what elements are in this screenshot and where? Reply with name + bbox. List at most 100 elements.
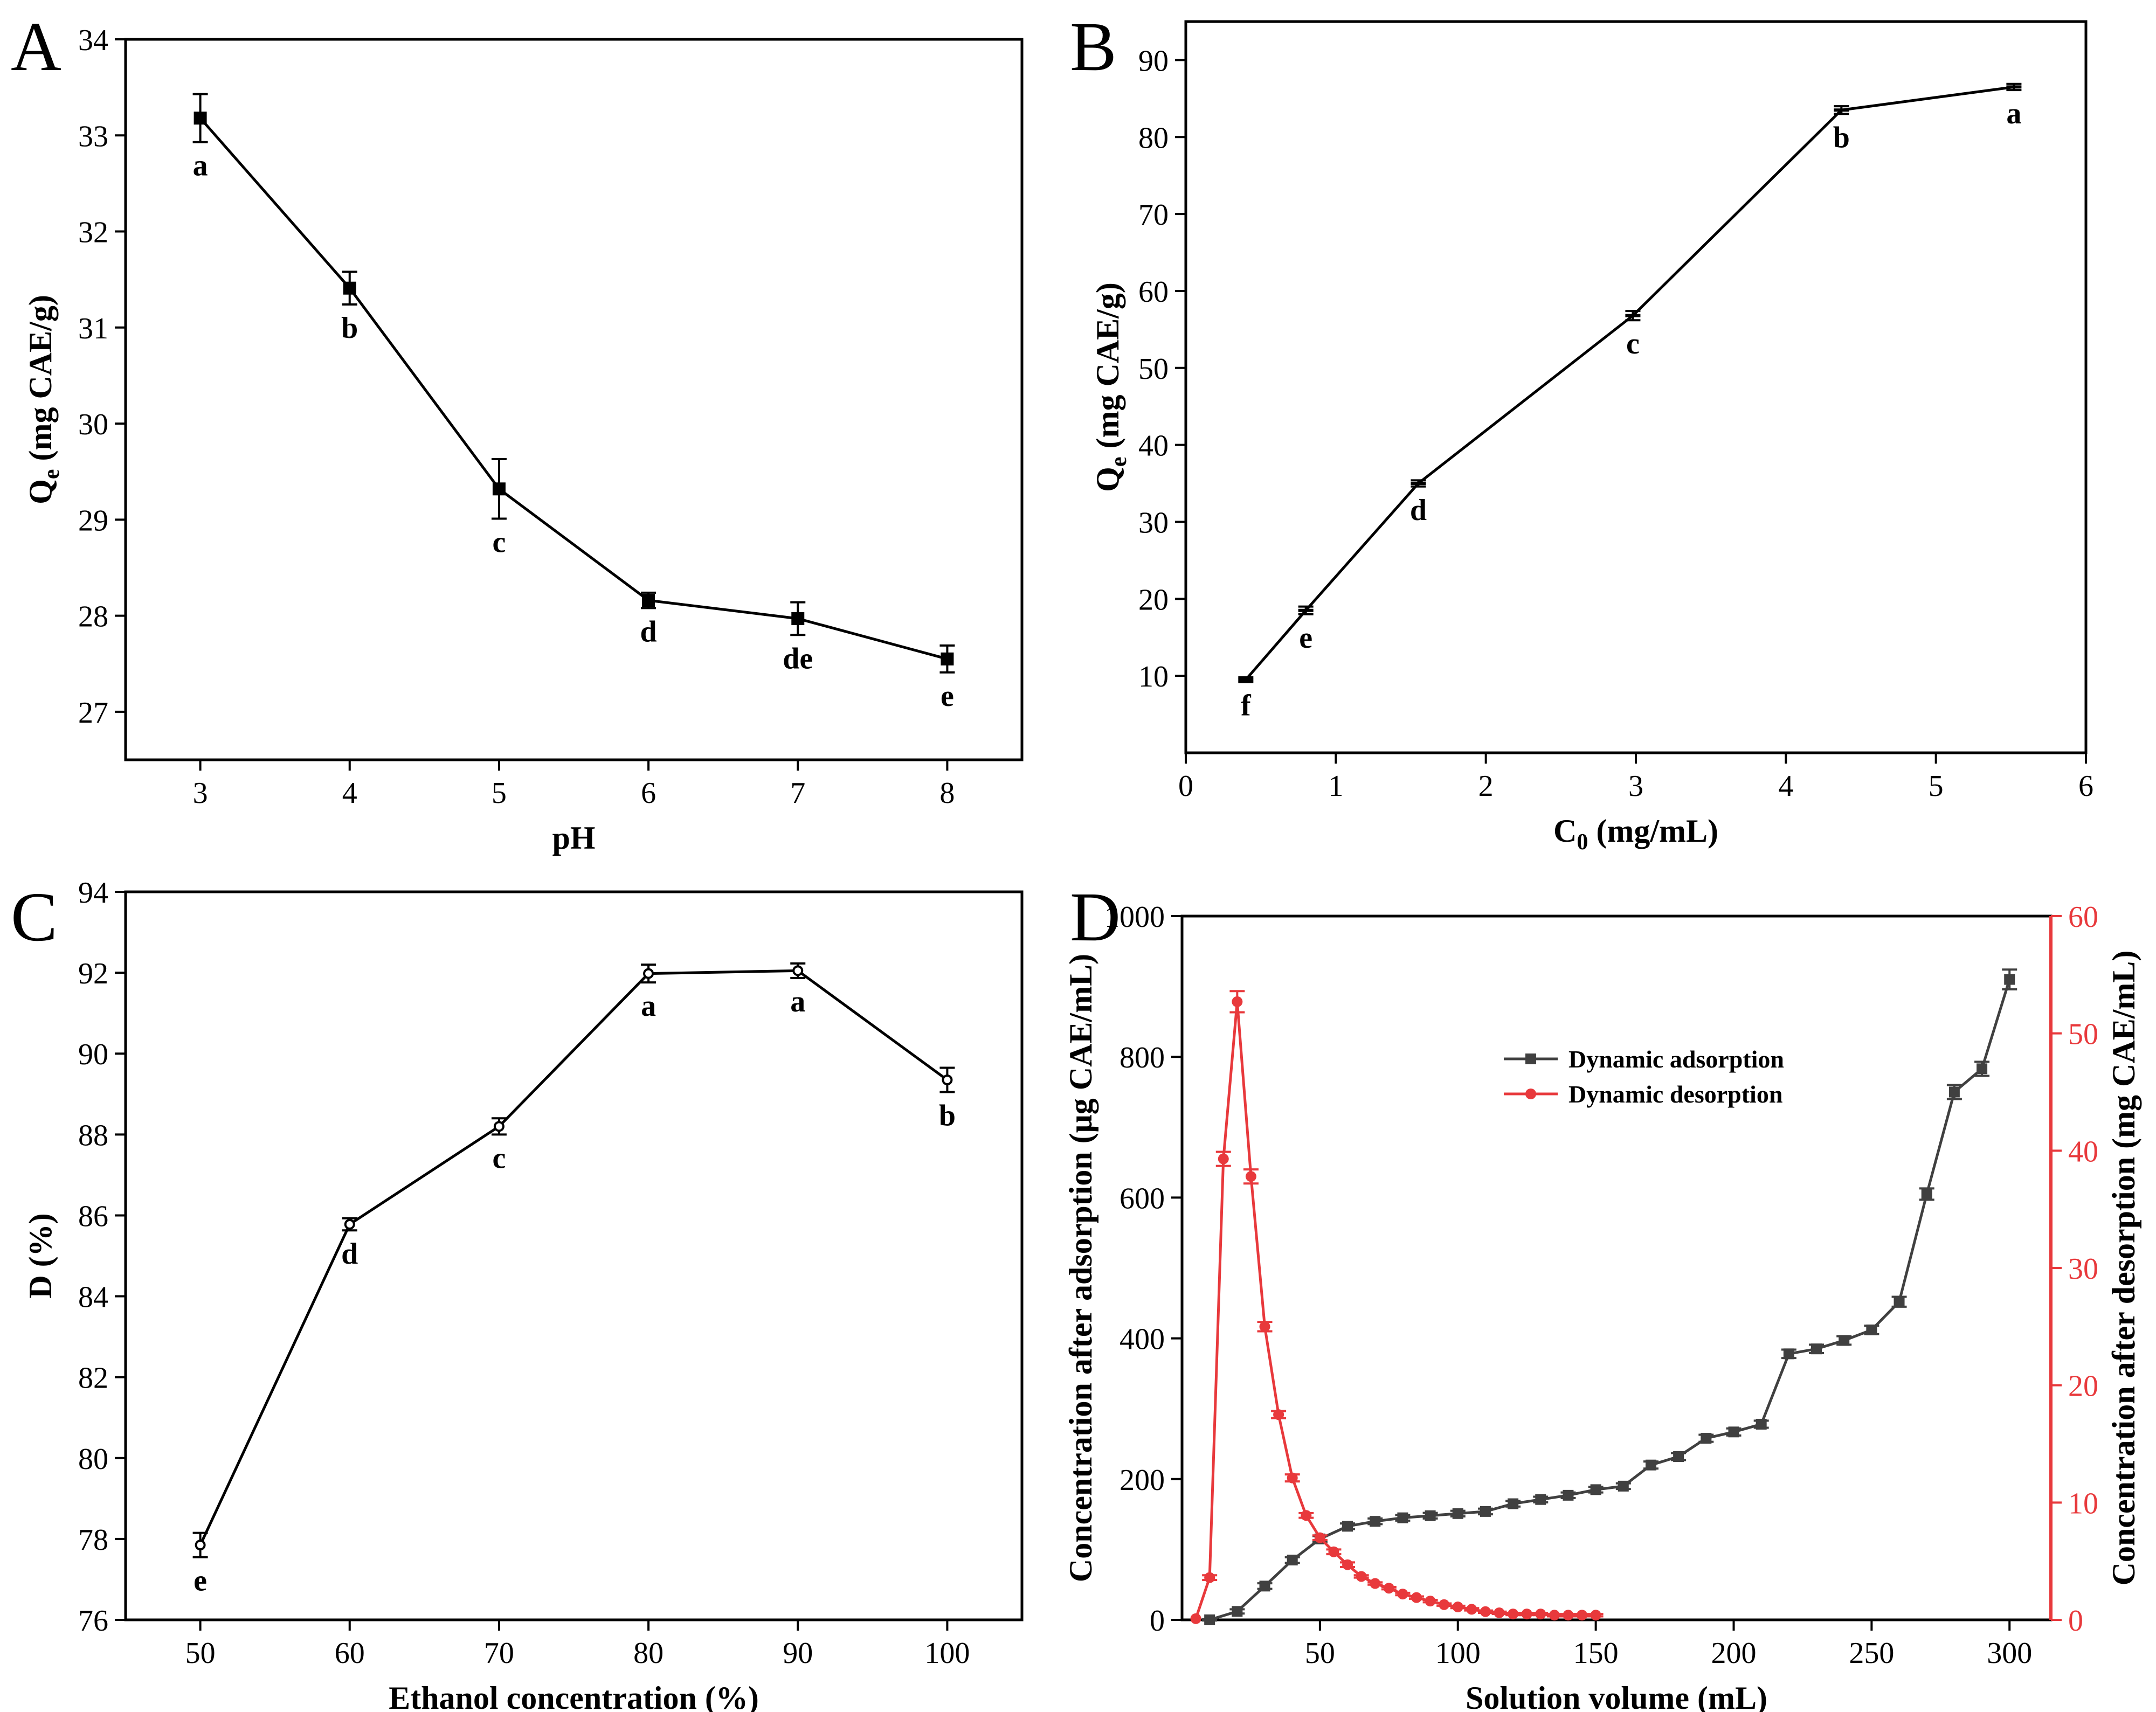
data-point <box>1411 1592 1422 1603</box>
data-point <box>792 965 804 976</box>
data-point <box>1232 1606 1243 1617</box>
y-tick-label: 70 <box>1138 198 1169 232</box>
data-point <box>1370 1578 1381 1589</box>
x-tick-label: 0 <box>1178 770 1193 803</box>
significance-letter: d <box>640 615 657 648</box>
y-tick-label: 28 <box>78 600 108 634</box>
plot-frame <box>124 890 1024 1621</box>
x-tick-label: 1 <box>1328 770 1343 803</box>
panel-label-d: D <box>1070 878 1121 956</box>
x-tick-label: 200 <box>1711 1637 1756 1670</box>
data-point <box>1452 1508 1463 1519</box>
significance-letter: a <box>193 149 208 183</box>
y-tick-label: 76 <box>78 1604 108 1638</box>
data-point <box>1439 1599 1450 1610</box>
y-tick-label: 20 <box>1138 583 1169 616</box>
x-tick-label: 2 <box>1478 770 1494 803</box>
y-tick-label: 200 <box>1120 1464 1165 1497</box>
y-tick-label: 600 <box>1120 1182 1165 1215</box>
data-point <box>1273 1409 1284 1420</box>
x-tick-label: 50 <box>185 1637 216 1670</box>
data-point <box>1535 1494 1546 1505</box>
significance-letter: f <box>1241 689 1252 723</box>
data-point <box>1301 1510 1312 1521</box>
significance-letter: d <box>341 1237 358 1271</box>
data-point <box>1549 1610 1560 1621</box>
y-tick-label: 90 <box>78 1038 108 1071</box>
y-tick-label: 86 <box>78 1200 108 1233</box>
significance-letter: c <box>492 526 506 559</box>
data-point <box>1397 1512 1408 1523</box>
data-point <box>1218 1153 1229 1165</box>
data-point <box>1425 1596 1436 1607</box>
y-tick-label: 30 <box>1138 506 1169 539</box>
y-right-tick-label: 50 <box>2068 1018 2098 1051</box>
legend-label: Dynamic desorption <box>1568 1080 1782 1108</box>
panel-label-a: A <box>11 8 61 86</box>
data-point <box>1948 1086 1960 1098</box>
x-axis-label: pH <box>552 820 595 856</box>
x-tick-label: 5 <box>1929 770 1944 803</box>
data-point <box>492 482 506 496</box>
y-axis-label: D (%) <box>23 1213 58 1298</box>
data-point <box>1397 1589 1408 1600</box>
x-tick-label: 80 <box>633 1637 664 1670</box>
x-tick-label: 70 <box>484 1637 514 1670</box>
data-point <box>1190 1613 1201 1624</box>
y-tick-label: 1000 <box>1104 900 1165 934</box>
plot-frame <box>1180 914 2053 1621</box>
significance-letter: e <box>1299 621 1312 655</box>
significance-letter: a <box>641 989 656 1023</box>
y-tick-label: 30 <box>78 408 108 441</box>
data-point <box>1728 1426 1739 1438</box>
x-axis-label: C0 (mg/mL) <box>1553 813 1718 855</box>
data-point <box>1673 1451 1684 1463</box>
y-axis-label: Qe (mg CAE/g) <box>23 295 64 504</box>
x-tick-label: 3 <box>1628 770 1643 803</box>
y-tick-label: 31 <box>78 312 108 345</box>
x-tick-label: 6 <box>641 777 656 810</box>
panel-b: B 0 1 2 3 4 5 6 10 20 30 40 50 60 70 80 90 C0 (mg/mL) Qe (… <box>1070 8 2093 855</box>
x-tick-label: 4 <box>342 777 357 810</box>
x-tick-label: 60 <box>335 1637 365 1670</box>
data-point <box>1342 1521 1353 1532</box>
y-tick-label: 92 <box>78 957 108 990</box>
data-point <box>1590 1610 1601 1621</box>
x-tick-label: 300 <box>1987 1637 2032 1670</box>
y-tick-label: 60 <box>1138 275 1169 309</box>
y-tick-label: 800 <box>1120 1041 1165 1075</box>
data-point <box>1701 1433 1712 1444</box>
y-axis-label: Qe (mg CAE/g) <box>1090 282 1131 492</box>
data-point <box>1521 1609 1532 1620</box>
y-tick-label: 40 <box>1138 429 1169 463</box>
data-point <box>1204 1614 1215 1625</box>
y-tick-label: 27 <box>78 696 108 730</box>
data-point <box>1245 1171 1256 1182</box>
data-point <box>1259 1581 1270 1592</box>
y-tick-label: 84 <box>78 1281 108 1314</box>
data-point <box>1977 1063 1988 1075</box>
y-axis-label-right: Concentration after desorption (mg CAE/m… <box>2106 951 2141 1586</box>
panel-d: D 50 100 150 200 250 300 0 200 400 600 800 1000 0 10 20… <box>1063 878 2141 1712</box>
significance-letter: c <box>492 1141 506 1175</box>
data-point <box>195 1540 206 1551</box>
y-right-tick-label: 60 <box>2068 900 2098 934</box>
legend-marker <box>1525 1089 1536 1099</box>
data-point <box>941 652 954 666</box>
y-tick-label: 88 <box>78 1119 108 1152</box>
x-tick-label: 250 <box>1849 1637 1894 1670</box>
significance-letter: de <box>783 642 813 675</box>
y-tick-label: 400 <box>1120 1323 1165 1356</box>
y-tick-label: 82 <box>78 1362 108 1395</box>
data-point <box>1466 1604 1477 1615</box>
legend-label: Dynamic adsorption <box>1568 1045 1784 1073</box>
x-tick-label: 8 <box>939 777 955 810</box>
data-point <box>1839 1335 1850 1346</box>
data-point <box>343 281 356 295</box>
legend-marker <box>1525 1053 1536 1064</box>
y-tick-label: 80 <box>1138 121 1169 155</box>
y-tick-label: 29 <box>78 504 108 537</box>
series-line-1 <box>1209 979 2011 1621</box>
y-right-tick-label: 10 <box>2068 1487 2098 1520</box>
x-tick-label: 7 <box>790 777 805 810</box>
